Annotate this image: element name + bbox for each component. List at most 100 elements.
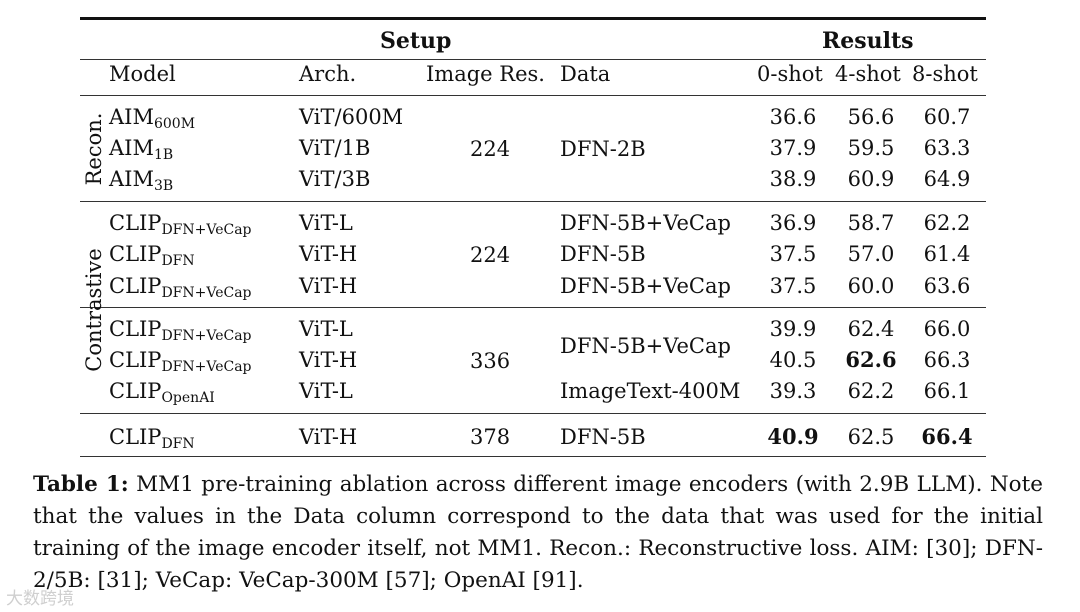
arch-cell: ViT/1B <box>299 136 371 160</box>
model-subscript: DFN+VeCap <box>161 285 252 301</box>
model-name: AIM <box>109 105 154 129</box>
score-4shot: 62.5 <box>847 425 895 449</box>
header-underline-rule <box>80 59 986 61</box>
score-8shot: 63.3 <box>923 136 971 160</box>
col-header-data: Data <box>560 62 611 86</box>
results-header: Results <box>822 28 914 54</box>
model-name: CLIP <box>109 317 162 341</box>
score-8shot: 64.9 <box>923 167 971 191</box>
image-res-cell: 224 <box>470 243 511 267</box>
model-name: CLIP <box>109 348 162 372</box>
score-8shot: 61.4 <box>923 242 971 266</box>
score-4shot: 62.4 <box>847 317 895 341</box>
score-4shot: 62.2 <box>847 379 895 403</box>
data-cell: DFN-5B <box>560 242 646 266</box>
col-header-0shot: 0-shot <box>757 62 823 86</box>
arch-cell: ViT-H <box>299 242 358 266</box>
model-cell: CLIPDFN+VeCap <box>109 347 252 376</box>
group-divider-rule <box>80 413 986 415</box>
col-header-image-res: Image Res. <box>426 62 545 86</box>
model-subscript: DFN+VeCap <box>161 328 252 344</box>
score-0shot: 36.6 <box>769 105 817 129</box>
group-divider-rule <box>80 201 986 203</box>
data-cell: DFN-5B <box>560 425 646 449</box>
model-name: CLIP <box>109 425 162 449</box>
data-cell: DFN-5B+VeCap <box>560 334 731 358</box>
score-4shot-best: 62.6 <box>845 347 897 372</box>
arch-cell: ViT-H <box>299 425 358 449</box>
score-8shot: 63.6 <box>923 274 971 298</box>
model-name: AIM <box>109 136 154 160</box>
arch-cell: ViT-L <box>299 317 353 341</box>
score-0shot: 37.9 <box>769 136 817 160</box>
setup-header: Setup <box>380 28 452 54</box>
model-name: CLIP <box>109 242 162 266</box>
model-cell: CLIPDFN <box>109 424 195 453</box>
score-4shot: 59.5 <box>847 136 895 160</box>
model-subscript: DFN+VeCap <box>161 359 252 375</box>
model-subscript: 600M <box>153 116 196 132</box>
score-4shot: 57.0 <box>847 242 895 266</box>
score-0shot: 37.5 <box>769 274 817 298</box>
model-subscript: DFN+VeCap <box>161 222 252 238</box>
model-subscript: 3B <box>153 178 174 194</box>
score-0shot: 38.9 <box>769 167 817 191</box>
model-cell: CLIPDFN <box>109 241 195 270</box>
score-4shot: 60.0 <box>847 274 895 298</box>
score-4shot: 60.9 <box>847 167 895 191</box>
image-res-cell: 378 <box>470 425 511 449</box>
table-top-rule <box>80 17 986 20</box>
model-cell: CLIPDFN+VeCap <box>109 273 252 302</box>
score-4shot: 56.6 <box>847 105 895 129</box>
score-0shot: 39.9 <box>769 317 817 341</box>
model-cell: CLIPDFN+VeCap <box>109 316 252 345</box>
col-header-8shot: 8-shot <box>912 62 978 86</box>
score-4shot: 58.7 <box>847 211 895 235</box>
model-cell: CLIPOpenAI <box>109 378 215 407</box>
data-cell: DFN-5B+VeCap <box>560 211 731 235</box>
caption-label: Table 1: <box>33 472 129 497</box>
score-8shot-best: 66.4 <box>921 424 973 449</box>
arch-cell: ViT-L <box>299 379 353 403</box>
data-cell: DFN-5B+VeCap <box>560 274 731 298</box>
col-header-arch: Arch. <box>299 62 357 86</box>
image-res-cell: 224 <box>470 137 511 161</box>
score-8shot: 60.7 <box>923 105 971 129</box>
model-name: CLIP <box>109 379 162 403</box>
score-0shot: 37.5 <box>769 242 817 266</box>
score-0shot: 40.5 <box>769 348 817 372</box>
model-subscript: DFN <box>161 436 195 452</box>
watermark: 大数跨境 <box>6 589 74 609</box>
model-cell: CLIPDFN+VeCap <box>109 210 252 239</box>
arch-cell: ViT/3B <box>299 167 371 191</box>
model-subscript: OpenAI <box>161 390 215 406</box>
group-divider-rule <box>80 307 986 309</box>
score-0shot: 36.9 <box>769 211 817 235</box>
group-label-contrastive: Contrastive <box>82 248 106 372</box>
data-cell: ImageText-400M <box>560 379 741 403</box>
table-caption: Table 1: MM1 pre-training ablation acros… <box>33 469 1043 597</box>
arch-cell: ViT-L <box>299 211 353 235</box>
score-8shot: 66.1 <box>923 379 971 403</box>
score-8shot: 66.3 <box>923 348 971 372</box>
table-bottom-rule <box>80 456 986 458</box>
score-0shot-best: 40.9 <box>767 424 819 449</box>
score-8shot: 66.0 <box>923 317 971 341</box>
model-cell: AIM3B <box>109 166 173 195</box>
arch-cell: ViT/600M <box>299 105 404 129</box>
data-cell: DFN-2B <box>560 137 646 161</box>
caption-text: MM1 pre-training ablation across differe… <box>33 472 1043 593</box>
model-cell: AIM1B <box>109 135 173 164</box>
model-name: AIM <box>109 167 154 191</box>
arch-cell: ViT-H <box>299 274 358 298</box>
group-label-recon: Recon. <box>82 112 106 186</box>
header-bottom-rule <box>80 95 986 97</box>
col-header-4shot: 4-shot <box>835 62 901 86</box>
col-header-model: Model <box>109 62 176 86</box>
model-cell: AIM600M <box>109 104 195 133</box>
model-name: CLIP <box>109 211 162 235</box>
model-subscript: 1B <box>153 147 174 163</box>
model-subscript: DFN <box>161 253 195 269</box>
score-0shot: 39.3 <box>769 379 817 403</box>
arch-cell: ViT-H <box>299 348 358 372</box>
